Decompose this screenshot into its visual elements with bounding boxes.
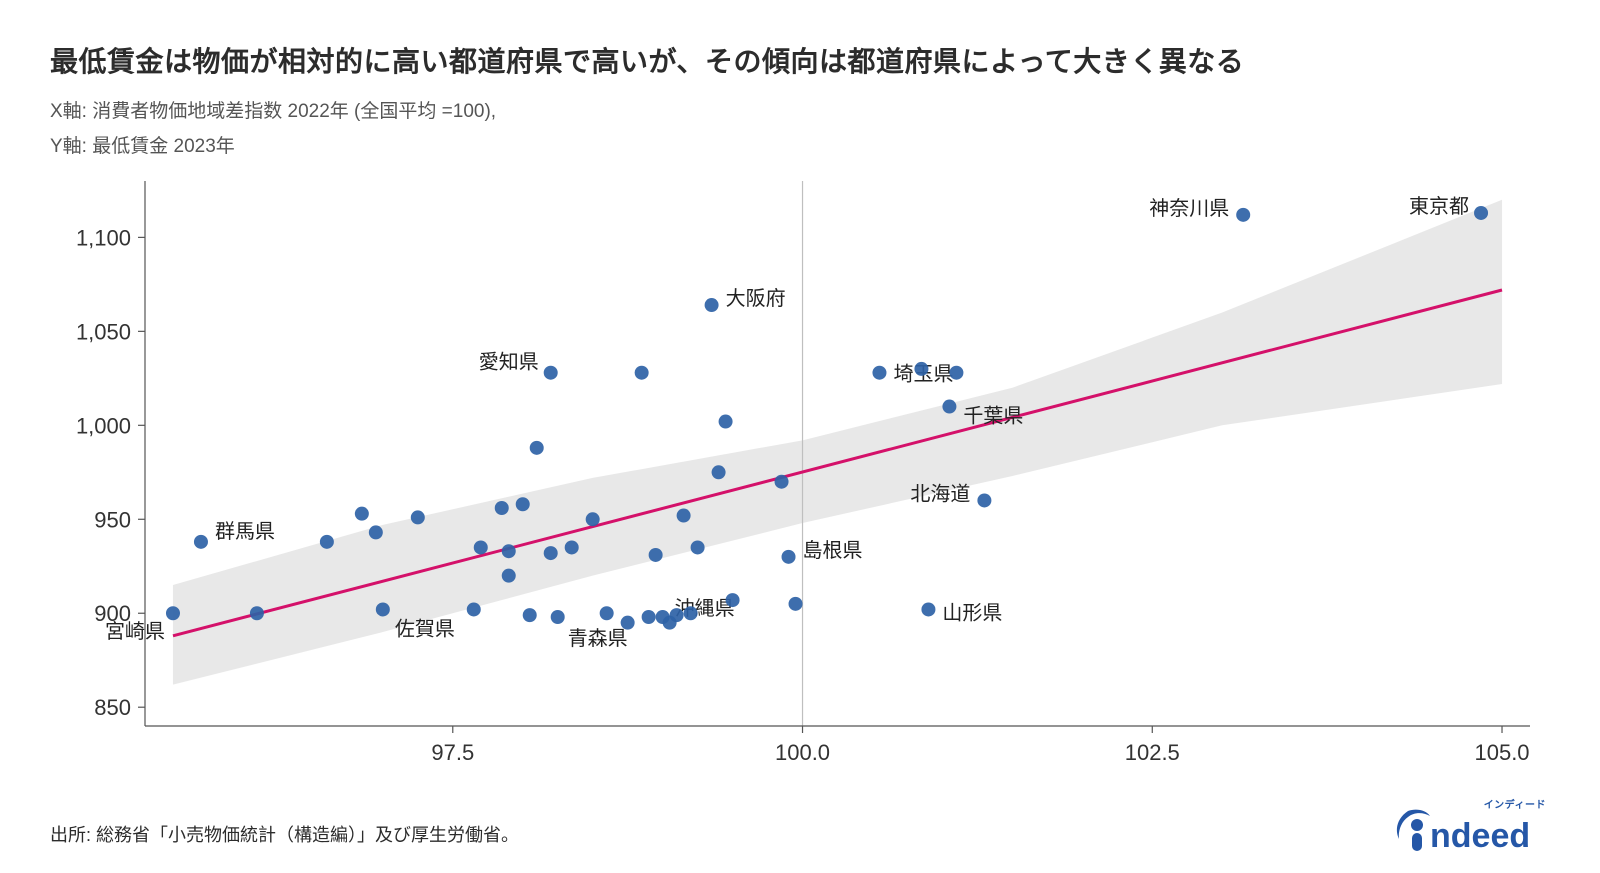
chart-area: 宮崎県群馬県佐賀県愛知県青森県沖縄県大阪府島根県埼玉県山形県千葉県北海道神奈川県… — [50, 171, 1550, 786]
x-tick-label: 102.5 — [1125, 740, 1180, 765]
confidence-band — [173, 200, 1502, 685]
scatter-point — [355, 507, 369, 521]
scatter-point — [411, 510, 425, 524]
scatter-point — [1236, 208, 1250, 222]
point-label: 群馬県 — [215, 520, 275, 543]
scatter-point — [621, 616, 635, 630]
point-label: 神奈川県 — [1149, 197, 1229, 220]
scatter-point — [502, 569, 516, 583]
scatter-point — [642, 610, 656, 624]
y-tick-label: 900 — [94, 601, 131, 626]
scatter-point — [949, 366, 963, 380]
scatter-point — [677, 509, 691, 523]
scatter-point — [872, 366, 886, 380]
scatter-point — [1474, 206, 1488, 220]
scatter-point — [789, 597, 803, 611]
scatter-point — [502, 544, 516, 558]
scatter-point — [166, 606, 180, 620]
x-tick-label: 97.5 — [431, 740, 474, 765]
logo-i-stem-icon — [1412, 833, 1422, 851]
scatter-point — [921, 602, 935, 616]
trend-line — [173, 290, 1502, 636]
y-tick-label: 1,100 — [76, 225, 131, 250]
y-tick-label: 950 — [94, 507, 131, 532]
scatter-point — [914, 362, 928, 376]
point-label: 山形県 — [942, 601, 1002, 624]
point-label: 東京都 — [1409, 195, 1469, 218]
point-label: 大阪府 — [726, 287, 786, 310]
scatter-point — [530, 441, 544, 455]
logo-dot-icon — [1411, 819, 1423, 831]
scatter-point — [635, 366, 649, 380]
x-tick-label: 100.0 — [775, 740, 830, 765]
scatter-point — [649, 548, 663, 562]
scatter-point — [320, 535, 334, 549]
scatter-point — [600, 606, 614, 620]
point-label: 青森県 — [568, 627, 628, 650]
scatter-point — [684, 606, 698, 620]
point-label: 愛知県 — [479, 351, 539, 374]
scatter-point — [670, 608, 684, 622]
scatter-plot: 宮崎県群馬県佐賀県愛知県青森県沖縄県大阪府島根県埼玉県山形県千葉県北海道神奈川県… — [50, 171, 1550, 781]
chart-subtitle-y: Y軸: 最低賃金 2023年 — [50, 133, 1550, 162]
scatter-point — [250, 606, 264, 620]
y-tick-label: 1,000 — [76, 413, 131, 438]
scatter-point — [586, 512, 600, 526]
y-tick-label: 1,050 — [76, 319, 131, 344]
chart-subtitle-x: X軸: 消費者物価地域差指数 2022年 (全国平均 =100), — [50, 98, 1550, 127]
indeed-logo: インディード ndeed — [1390, 796, 1550, 853]
scatter-point — [194, 535, 208, 549]
scatter-point — [942, 400, 956, 414]
scatter-point — [544, 546, 558, 560]
scatter-point — [516, 497, 530, 511]
scatter-point — [565, 540, 579, 554]
scatter-point — [467, 602, 481, 616]
chart-title: 最低賃金は物価が相対的に高い都道府県で高いが、その傾向は都道府県によって大きく異… — [50, 40, 1550, 80]
point-label: 千葉県 — [963, 405, 1023, 428]
scatter-point — [705, 298, 719, 312]
scatter-point — [977, 493, 991, 507]
scatter-point — [782, 550, 796, 564]
logo-text: ndeed — [1430, 817, 1530, 853]
scatter-point — [523, 608, 537, 622]
point-label: 佐賀県 — [395, 617, 455, 640]
scatter-point — [495, 501, 509, 515]
scatter-point — [376, 602, 390, 616]
scatter-point — [775, 475, 789, 489]
y-tick-label: 850 — [94, 695, 131, 720]
scatter-point — [712, 465, 726, 479]
point-label: 北海道 — [910, 482, 970, 505]
scatter-point — [551, 610, 565, 624]
source-text: 出所: 総務省「小売物価統計（構造編）」及び厚生労働省。 — [50, 821, 519, 847]
point-label: 島根県 — [803, 539, 863, 562]
scatter-point — [544, 366, 558, 380]
scatter-point — [719, 415, 733, 429]
x-tick-label: 105.0 — [1474, 740, 1529, 765]
scatter-point — [474, 540, 488, 554]
scatter-point — [691, 540, 705, 554]
scatter-point — [726, 593, 740, 607]
scatter-point — [369, 525, 383, 539]
